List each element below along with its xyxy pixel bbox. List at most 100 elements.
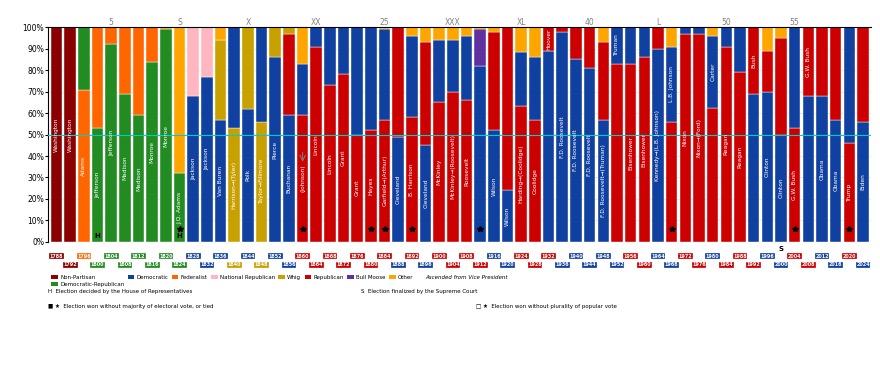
Bar xyxy=(447,27,458,40)
Text: 1856: 1856 xyxy=(282,262,296,267)
Text: Lincoln: Lincoln xyxy=(314,134,319,154)
Bar xyxy=(488,32,500,130)
Text: B. Harrison: B. Harrison xyxy=(409,163,414,196)
Bar xyxy=(133,115,144,242)
Bar xyxy=(666,46,678,122)
Text: 1904: 1904 xyxy=(446,262,459,267)
Text: 1876: 1876 xyxy=(350,254,364,259)
Bar xyxy=(761,27,774,51)
Bar xyxy=(392,137,404,242)
Bar xyxy=(474,66,486,242)
Text: 1864: 1864 xyxy=(310,262,323,267)
Bar xyxy=(748,94,759,242)
Text: 1800: 1800 xyxy=(91,262,105,267)
Bar xyxy=(283,115,295,242)
Bar xyxy=(639,57,650,242)
Text: F.D. Roosevelt: F.D. Roosevelt xyxy=(587,134,592,176)
Text: Van Buren: Van Buren xyxy=(218,166,224,196)
Bar xyxy=(488,130,500,242)
Bar xyxy=(215,40,226,119)
Text: 1820: 1820 xyxy=(159,254,172,259)
Bar xyxy=(420,145,431,242)
Text: Monroe: Monroe xyxy=(150,141,155,163)
Bar xyxy=(229,128,240,242)
Bar xyxy=(338,74,349,242)
Bar xyxy=(311,27,322,46)
Text: 1848: 1848 xyxy=(255,262,268,267)
Bar xyxy=(106,27,117,44)
Text: 1852: 1852 xyxy=(268,254,282,259)
Text: Cleveland: Cleveland xyxy=(423,179,429,208)
Text: 1804: 1804 xyxy=(105,254,118,259)
Text: 1824: 1824 xyxy=(172,262,187,267)
Bar xyxy=(857,122,869,242)
Bar xyxy=(583,27,596,68)
Bar xyxy=(78,27,90,90)
Text: 1788: 1788 xyxy=(50,254,63,259)
Text: (Johnson): (Johnson) xyxy=(300,165,305,192)
Text: 1944: 1944 xyxy=(583,262,597,267)
Bar xyxy=(693,34,705,242)
Bar xyxy=(652,49,664,242)
Bar xyxy=(174,173,186,242)
Text: XX: XX xyxy=(311,18,321,27)
Bar xyxy=(92,128,104,242)
Bar xyxy=(612,27,623,64)
Text: J.Q. Adams: J.Q. Adams xyxy=(177,191,182,223)
Bar xyxy=(488,27,500,32)
Text: Clinton: Clinton xyxy=(779,178,783,199)
Bar xyxy=(324,27,336,85)
Text: Bush: Bush xyxy=(752,53,756,68)
Bar xyxy=(324,85,336,242)
Bar xyxy=(461,36,473,100)
Bar xyxy=(502,27,513,190)
Text: 1836: 1836 xyxy=(214,254,227,259)
Bar xyxy=(297,27,308,64)
Text: 50: 50 xyxy=(722,18,731,27)
Bar xyxy=(761,51,774,92)
Text: 1792: 1792 xyxy=(63,262,77,267)
Text: 1972: 1972 xyxy=(678,254,693,259)
Text: 1996: 1996 xyxy=(760,254,774,259)
Bar xyxy=(788,27,801,128)
Text: 1884: 1884 xyxy=(378,254,392,259)
Bar xyxy=(420,42,431,145)
Text: 2008: 2008 xyxy=(802,262,815,267)
Text: G.W. Bush: G.W. Bush xyxy=(792,170,797,200)
Bar xyxy=(174,27,186,173)
Bar xyxy=(202,76,213,242)
Bar xyxy=(516,106,527,242)
Text: 1844: 1844 xyxy=(241,254,254,259)
Bar xyxy=(556,32,568,242)
Bar xyxy=(256,122,268,242)
Bar xyxy=(598,42,609,119)
Bar xyxy=(570,27,582,59)
Bar xyxy=(78,90,90,242)
Text: Grant: Grant xyxy=(355,180,360,197)
Text: 1816: 1816 xyxy=(145,262,159,267)
Text: XL: XL xyxy=(517,18,526,27)
Bar xyxy=(202,27,213,76)
Text: Harding→(Coolidge): Harding→(Coolidge) xyxy=(519,145,524,203)
Text: 1860: 1860 xyxy=(296,254,310,259)
Bar xyxy=(160,29,172,242)
Bar xyxy=(639,27,650,57)
Text: Buchanan: Buchanan xyxy=(287,164,291,193)
Bar xyxy=(351,27,363,135)
Text: 1828: 1828 xyxy=(187,254,200,259)
Bar xyxy=(378,119,391,242)
Text: Biden: Biden xyxy=(861,174,866,190)
Bar xyxy=(679,34,691,242)
Bar xyxy=(803,27,814,96)
Text: F.D. Roosevelt: F.D. Roosevelt xyxy=(560,116,565,158)
Text: 1868: 1868 xyxy=(323,254,337,259)
Bar xyxy=(119,27,131,94)
Bar xyxy=(625,27,636,64)
Bar xyxy=(392,27,404,137)
Bar xyxy=(734,72,745,242)
Text: Hoover: Hoover xyxy=(546,28,551,50)
Text: 1932: 1932 xyxy=(542,254,555,259)
Bar xyxy=(229,27,240,128)
Bar xyxy=(612,64,623,242)
Text: Madison: Madison xyxy=(122,156,128,180)
